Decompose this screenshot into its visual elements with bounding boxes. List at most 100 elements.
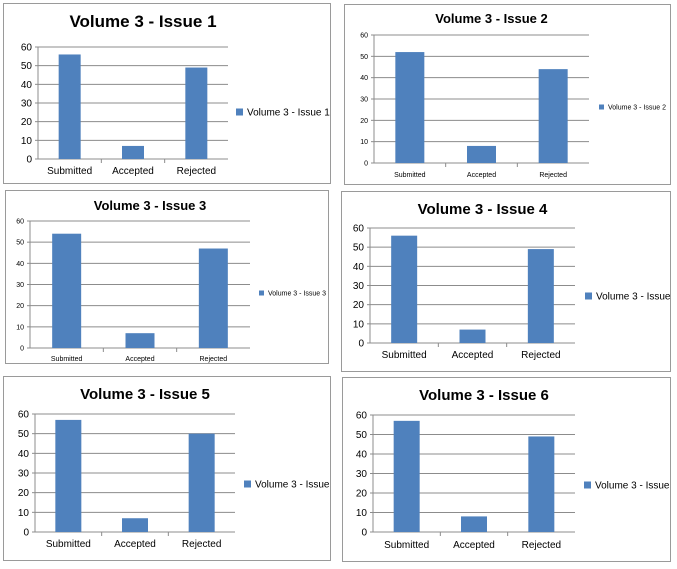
legend-label: Volume 3 - Issue 3 — [268, 290, 326, 297]
x-category-label: Accepted — [125, 356, 154, 363]
y-tick-label: 30 — [356, 469, 368, 480]
chart-title: Volume 3 - Issue 6 — [419, 387, 549, 404]
chart-title: Volume 3 - Issue 5 — [80, 386, 210, 403]
chart-1: Volume 3 - Issue 1 0 10 20 30 40 50 60 Submitted… — [21, 12, 330, 177]
bar-rejected — [185, 67, 208, 159]
bar-accepted — [122, 145, 144, 159]
legend-swatch — [244, 480, 251, 488]
y-tick-label: 50 — [356, 430, 368, 441]
x-category-label: Submitted — [382, 350, 427, 361]
bar-submitted — [395, 52, 425, 163]
bar-submitted — [391, 235, 418, 343]
y-tick-label: 60 — [353, 224, 365, 235]
x-category-label: Accepted — [453, 540, 495, 551]
y-tick-label: 30 — [353, 281, 365, 292]
y-tick-label: 0 — [364, 160, 368, 167]
y-tick-label: 20 — [21, 117, 33, 128]
legend-label: Volume 3 - Issue 1 — [247, 108, 330, 119]
bar-accepted — [125, 333, 155, 348]
y-tick-label: 40 — [360, 75, 368, 82]
bar-accepted — [459, 329, 486, 343]
y-tick-label: 20 — [353, 300, 365, 311]
bar-rejected — [527, 249, 554, 343]
legend-swatch — [585, 292, 592, 300]
legend-label: Volume 3 - Issue 2 — [608, 104, 666, 111]
chart-4: Volume 3 - Issue 4 0 10 20 30 40 50 60 Submitted… — [353, 201, 670, 361]
chart-panel-4: Volume 3 - Issue 4 0 10 20 30 40 50 60 Submitted… — [341, 191, 671, 372]
y-tick-label: 50 — [21, 61, 33, 72]
bar-submitted — [55, 419, 82, 532]
chart-panel-6: Volume 3 - Issue 6 0 10 20 30 40 50 60 Submitted… — [342, 377, 671, 562]
y-tick-label: 20 — [18, 488, 30, 499]
y-tick-label: 0 — [361, 528, 367, 539]
chart-panel-5: Volume 3 - Issue 5 0 10 20 30 40 50 60 Submitted… — [3, 376, 331, 561]
x-category-label: Rejected — [177, 166, 216, 177]
bar-submitted — [393, 420, 420, 532]
y-tick-label: 30 — [360, 96, 368, 103]
y-tick-label: 30 — [21, 99, 33, 110]
y-tick-label: 10 — [356, 508, 368, 519]
y-tick-label: 60 — [18, 410, 30, 421]
x-category-label: Rejected — [539, 172, 567, 179]
x-category-label: Rejected — [522, 540, 561, 551]
y-tick-label: 60 — [21, 43, 33, 54]
y-tick-label: 60 — [360, 32, 368, 39]
chart-panel-3: Volume 3 - Issue 3 0 10 20 30 40 50 60 Submitted… — [5, 190, 329, 364]
legend-swatch — [259, 290, 264, 296]
y-tick-label: 50 — [18, 429, 30, 440]
y-tick-label: 50 — [360, 54, 368, 61]
bar-rejected — [188, 433, 215, 532]
y-tick-label: 50 — [353, 243, 365, 254]
chart-6: Volume 3 - Issue 6 0 10 20 30 40 50 60 Submitted… — [356, 387, 670, 551]
y-tick-label: 0 — [358, 339, 364, 350]
x-category-label: Submitted — [46, 539, 91, 550]
bar-rejected — [538, 69, 568, 163]
x-category-label: Accepted — [452, 350, 494, 361]
y-tick-label: 20 — [360, 118, 368, 125]
chart-panel-2: Volume 3 - Issue 2 0 10 20 30 40 50 60 Submitted… — [344, 4, 671, 185]
y-tick-label: 60 — [16, 218, 24, 225]
y-tick-label: 0 — [20, 345, 24, 352]
chart-title: Volume 3 - Issue 4 — [418, 201, 548, 218]
x-category-label: Rejected — [521, 350, 560, 361]
y-tick-label: 60 — [356, 411, 368, 422]
x-category-label: Rejected — [182, 539, 221, 550]
chart-2: Volume 3 - Issue 2 0 10 20 30 40 50 60 Submitted… — [360, 11, 666, 179]
x-category-label: Submitted — [384, 540, 429, 551]
bar-rejected — [528, 436, 555, 532]
y-tick-label: 50 — [16, 240, 24, 247]
y-tick-label: 10 — [21, 136, 33, 147]
y-tick-label: 20 — [16, 303, 24, 310]
x-category-label: Accepted — [467, 172, 496, 179]
y-tick-label: 40 — [21, 80, 33, 91]
chart-title: Volume 3 - Issue 2 — [435, 11, 547, 26]
bar-accepted — [461, 516, 487, 532]
chart-3: Volume 3 - Issue 3 0 10 20 30 40 50 60 Submitted… — [16, 198, 326, 363]
chart-5: Volume 3 - Issue 5 0 10 20 30 40 50 60 Submitted… — [18, 386, 330, 550]
y-tick-label: 40 — [16, 261, 24, 268]
y-tick-label: 40 — [356, 450, 368, 461]
x-category-label: Submitted — [394, 172, 426, 179]
y-tick-label: 10 — [360, 139, 368, 146]
y-tick-label: 40 — [18, 449, 30, 460]
chart-panel-1: Volume 3 - Issue 1 0 10 20 30 40 50 60 Submitted… — [3, 3, 331, 184]
chart-title: Volume 3 - Issue 3 — [94, 198, 206, 213]
y-tick-label: 30 — [16, 282, 24, 289]
x-category-label: Accepted — [112, 166, 154, 177]
y-tick-label: 10 — [16, 324, 24, 331]
y-tick-label: 40 — [353, 262, 365, 273]
x-category-label: Accepted — [114, 539, 156, 550]
y-tick-label: 10 — [353, 319, 365, 330]
legend-swatch — [236, 108, 243, 116]
y-tick-label: 0 — [26, 155, 32, 166]
x-category-label: Submitted — [51, 356, 83, 363]
bar-submitted — [58, 54, 81, 159]
chart-title: Volume 3 - Issue 1 — [69, 12, 216, 31]
legend-label: Volume 3 - Issue 6 — [595, 481, 670, 492]
y-tick-label: 10 — [18, 508, 30, 519]
y-tick-label: 20 — [356, 489, 368, 500]
x-category-label: Rejected — [200, 356, 228, 363]
legend-swatch — [599, 104, 604, 110]
y-tick-label: 30 — [18, 469, 30, 480]
y-tick-label: 0 — [23, 528, 29, 539]
